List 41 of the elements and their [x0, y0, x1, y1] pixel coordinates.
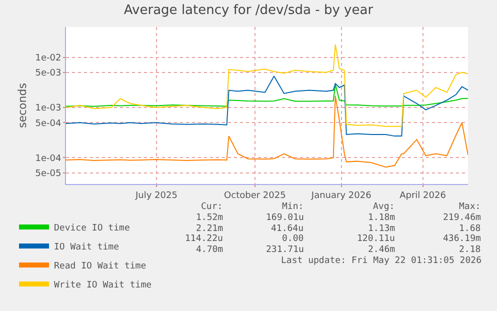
legend-label: Device IO time — [54, 224, 130, 234]
y-tick-label: 1e-02 — [35, 53, 62, 64]
legend-label: Write IO Wait time — [54, 280, 152, 291]
text: Avg: — [373, 202, 395, 212]
y-tick-label: 5e-03 — [35, 68, 62, 79]
text: 1.68 — [459, 224, 481, 234]
y-tick-label: 1e-03 — [35, 104, 62, 114]
chart-title: Average latency for /dev/sda - by year — [124, 3, 374, 18]
text: 4.70m — [196, 245, 224, 255]
text: 2.46m — [368, 245, 396, 255]
line-series — [66, 95, 468, 168]
y-tick-label: 5e-05 — [35, 169, 62, 179]
text: 0.00 — [282, 234, 304, 244]
text: 219.46m — [443, 213, 481, 223]
text: 231.71u — [266, 245, 304, 255]
y-tick-label: 1e-04 — [35, 154, 62, 164]
text: Min: — [282, 202, 304, 212]
legend-label: IO Wait time — [54, 242, 120, 253]
text: Max: — [459, 202, 481, 212]
x-tick-label: October 2025 — [224, 190, 286, 201]
text: 169.01u — [266, 213, 304, 223]
text: 2.21m — [196, 224, 224, 234]
legend-label: Read IO Wait time — [54, 262, 146, 272]
text: 436.19m — [443, 234, 481, 244]
text: 120.11u — [357, 234, 395, 244]
text: 1.13m — [368, 224, 396, 234]
x-tick-label: July 2025 — [134, 190, 178, 201]
text: Last update: Fri May 22 01:31:05 2026 — [281, 256, 482, 266]
line-series — [66, 76, 468, 137]
y-tick-label: 5e-04 — [35, 118, 62, 129]
line-series — [66, 84, 468, 107]
text: 1.52m — [196, 213, 224, 223]
x-tick-label: January 2026 — [310, 190, 372, 201]
text: 2.18 — [459, 245, 481, 255]
x-tick-label: April 2026 — [400, 190, 446, 201]
y-axis-title: seconds — [16, 82, 29, 128]
text: 41.64u — [271, 224, 304, 234]
text: 114.22u — [185, 234, 223, 244]
line-series — [66, 44, 468, 127]
text: 1.18m — [368, 213, 396, 223]
text: Cur: — [201, 202, 223, 212]
